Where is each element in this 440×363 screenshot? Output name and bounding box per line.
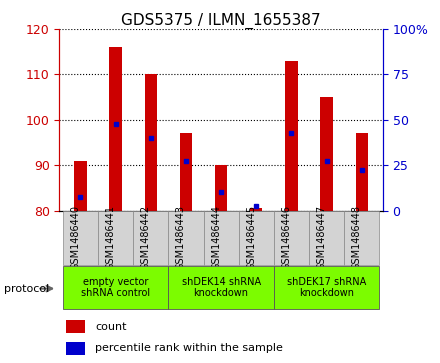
- Text: count: count: [95, 322, 126, 332]
- Bar: [344, 211, 379, 265]
- Title: GDS5375 / ILMN_1655387: GDS5375 / ILMN_1655387: [121, 13, 321, 29]
- Text: GSM1486440: GSM1486440: [70, 205, 81, 270]
- Text: empty vector
shRNA control: empty vector shRNA control: [81, 277, 150, 298]
- Text: GSM1486441: GSM1486441: [106, 205, 116, 270]
- Bar: [285, 61, 297, 211]
- Text: GSM1486442: GSM1486442: [141, 205, 151, 270]
- Text: GSM1486447: GSM1486447: [316, 205, 326, 270]
- Text: shDEK14 shRNA
knockdown: shDEK14 shRNA knockdown: [182, 277, 260, 298]
- Bar: [74, 160, 87, 211]
- Text: protocol: protocol: [4, 284, 50, 294]
- Bar: [63, 266, 169, 309]
- Bar: [250, 208, 262, 211]
- Bar: [133, 211, 169, 265]
- Text: GSM1486444: GSM1486444: [211, 205, 221, 270]
- Bar: [169, 211, 204, 265]
- Bar: [180, 133, 192, 211]
- Bar: [215, 165, 227, 211]
- Text: GSM1486443: GSM1486443: [176, 205, 186, 270]
- Bar: [145, 74, 157, 211]
- Text: GSM1486445: GSM1486445: [246, 205, 256, 270]
- Text: GSM1486448: GSM1486448: [352, 205, 362, 270]
- Bar: [238, 211, 274, 265]
- Bar: [204, 211, 238, 265]
- Bar: [356, 133, 368, 211]
- Bar: [98, 211, 133, 265]
- Text: percentile rank within the sample: percentile rank within the sample: [95, 343, 283, 354]
- Bar: [110, 47, 122, 211]
- Bar: [169, 266, 274, 309]
- Bar: [320, 97, 333, 211]
- Text: GSM1486446: GSM1486446: [282, 205, 291, 270]
- Bar: [274, 211, 309, 265]
- Bar: [309, 211, 344, 265]
- Text: shDEK17 shRNA
knockdown: shDEK17 shRNA knockdown: [287, 277, 366, 298]
- Bar: [66, 320, 85, 333]
- Bar: [274, 266, 379, 309]
- Bar: [63, 211, 98, 265]
- Bar: [66, 342, 85, 355]
